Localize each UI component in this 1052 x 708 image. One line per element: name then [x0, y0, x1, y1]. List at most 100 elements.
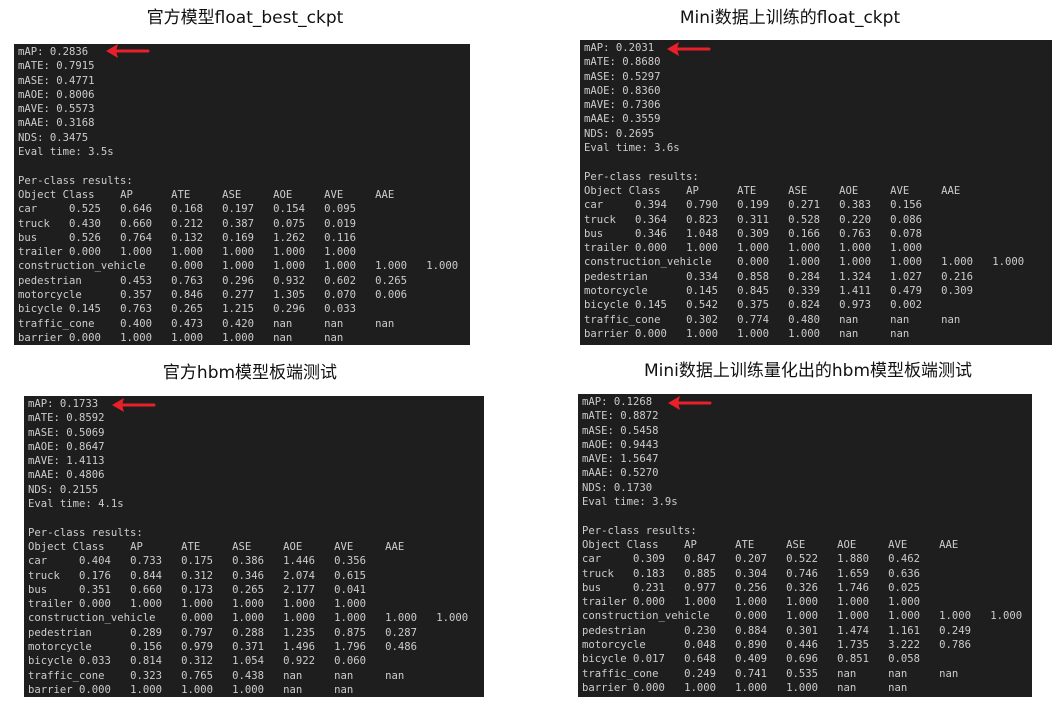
table-row: motorcycle 0.156 0.979 0.371 1.496 1.796… — [28, 640, 484, 654]
cell-value: 0.660 — [120, 217, 152, 230]
cell-value: 1.000 — [735, 681, 767, 694]
cell-value: 1.000 — [222, 260, 254, 273]
cell-value: 1.000 — [788, 327, 820, 340]
cell-value: 0.885 — [684, 567, 716, 580]
cell-value: 0.078 — [890, 227, 923, 240]
metric-text: mAP: 0.2836 — [18, 46, 89, 58]
red-arrow-icon — [112, 398, 156, 412]
cell-value: 0.006 — [375, 289, 408, 302]
metric-text: Eval time: 3.6s — [584, 142, 680, 155]
cell-value: 1.000 — [992, 256, 1025, 269]
cell-value: 0.386 — [232, 555, 264, 568]
summary-metric: mAVE: 0.5573 — [18, 102, 470, 116]
metric-text: mAVE: 1.4113 — [28, 455, 105, 468]
metric-text: mAOE: 0.9443 — [582, 438, 659, 451]
cell-value: 0.176 — [79, 569, 111, 582]
column-header: AAE — [939, 538, 959, 551]
metric-text: mAP: 0.1268 — [582, 396, 653, 408]
table-row: car 0.394 0.790 0.199 0.271 0.383 0.156 — [584, 198, 1052, 212]
cell-value: 0.884 — [735, 624, 767, 637]
terminal-output: mAP: 0.1268 mATE: 0.8872 mASE: 0.5458 mAOE:… — [578, 394, 1032, 697]
cell-value: 0.326 — [786, 581, 818, 594]
table-row: bus 0.346 1.048 0.309 0.166 0.763 0.078 — [584, 227, 1052, 241]
cell-value: 0.060 — [334, 655, 367, 668]
cell-value: 0.446 — [786, 639, 818, 652]
cell-value: 0.375 — [737, 299, 769, 312]
cell-value: 1.000 — [222, 246, 254, 259]
table-row: traffic_cone 0.323 0.765 0.438 nan nan n… — [28, 669, 484, 683]
summary-metric: mAVE: 0.7306 — [584, 98, 1052, 112]
table-row: traffic_cone 0.400 0.473 0.420 nan nan n… — [18, 317, 470, 331]
table-row: bus 0.351 0.660 0.173 0.265 2.177 0.041 — [28, 583, 484, 597]
cell-value: 0.430 — [69, 217, 101, 230]
column-header: AP — [686, 184, 699, 197]
class-name: trailer — [28, 598, 73, 611]
cell-value: 0.197 — [222, 203, 254, 216]
cell-value: 0.145 — [686, 285, 718, 298]
column-header: ASE — [788, 184, 808, 197]
summary-metric: mASE: 0.4771 — [18, 74, 470, 88]
cell-value: 0.216 — [941, 270, 974, 283]
column-header: AAE — [385, 540, 405, 553]
cell-value: 1.000 — [788, 242, 820, 255]
cell-value: nan — [324, 331, 344, 344]
cell-value: 0.249 — [939, 624, 972, 637]
cell-value: 1.000 — [839, 242, 872, 255]
panel-title: Mini数据上训练的float_ckpt — [679, 8, 901, 28]
cell-value: 1.000 — [686, 327, 718, 340]
metric-text: mAAE: 0.3559 — [584, 113, 661, 126]
class-name: truck — [18, 217, 50, 230]
cell-value: nan — [273, 317, 293, 330]
cell-value: 1.000 — [786, 610, 818, 623]
cell-value: 0.212 — [171, 217, 203, 230]
table-row: car 0.404 0.733 0.175 0.386 1.446 0.356 — [28, 554, 484, 568]
table-row: truck 0.183 0.885 0.304 0.746 1.659 0.63… — [582, 567, 1032, 581]
class-name: construction_vehicle — [18, 260, 146, 273]
class-name: pedestrian — [28, 626, 92, 639]
cell-value: 0.846 — [171, 289, 203, 302]
cell-value: 0.207 — [735, 553, 767, 566]
cell-value: 0.000 — [737, 256, 769, 269]
table-row: trailer 0.000 1.000 1.000 1.000 1.000 1.… — [582, 595, 1032, 609]
cell-value: 0.824 — [788, 299, 820, 312]
cell-value: 0.000 — [69, 246, 101, 259]
cell-value: 0.875 — [334, 626, 367, 639]
class-name: barrier — [28, 683, 73, 696]
cell-value: 0.615 — [334, 569, 367, 582]
cell-value: 0.230 — [684, 624, 716, 637]
column-header: AAE — [375, 188, 395, 201]
cell-value: 1.305 — [273, 289, 306, 302]
cell-value: 0.733 — [130, 555, 162, 568]
cell-value: 0.033 — [79, 655, 111, 668]
column-header: AVE — [334, 540, 354, 553]
summary-metric: mASE: 0.5297 — [584, 70, 1052, 84]
table-row: barrier 0.000 1.000 1.000 1.000 nan nan — [18, 331, 470, 345]
cell-value: 0.199 — [737, 199, 769, 212]
summary-metric: mATE: 0.8680 — [584, 55, 1052, 69]
per-class-heading: Per-class results: — [584, 170, 1052, 184]
class-name: traffic_cone — [18, 317, 95, 330]
table-row: bus 0.231 0.977 0.256 0.326 1.746 0.025 — [582, 581, 1032, 595]
class-name: car — [584, 199, 604, 212]
cell-value: 1.746 — [837, 581, 870, 594]
table-row: pedestrian 0.453 0.763 0.296 0.932 0.602… — [18, 274, 470, 288]
table-row: construction_vehicle 0.000 1.000 1.000 1… — [584, 255, 1052, 269]
cell-value: 1.000 — [120, 331, 152, 344]
cell-value: 0.000 — [79, 683, 111, 696]
cell-value: 1.446 — [283, 555, 316, 568]
cell-value: 0.265 — [375, 274, 408, 287]
cell-value: 0.145 — [635, 299, 667, 312]
class-name: trailer — [582, 596, 627, 609]
cell-value: 1.000 — [990, 610, 1023, 623]
red-arrow-icon — [668, 396, 712, 410]
cell-value: 0.271 — [788, 199, 820, 212]
table-row: trailer 0.000 1.000 1.000 1.000 1.000 1.… — [28, 597, 484, 611]
summary-metric: NDS: 0.3475 — [18, 131, 470, 145]
cell-value: 1.000 — [385, 612, 418, 625]
blank-line — [18, 159, 470, 173]
cell-value: nan — [283, 683, 303, 696]
table-row: barrier 0.000 1.000 1.000 1.000 nan nan — [582, 681, 1032, 695]
cell-value: 0.535 — [786, 667, 818, 680]
cell-value: 1.735 — [837, 639, 870, 652]
cell-value: 0.168 — [171, 203, 203, 216]
